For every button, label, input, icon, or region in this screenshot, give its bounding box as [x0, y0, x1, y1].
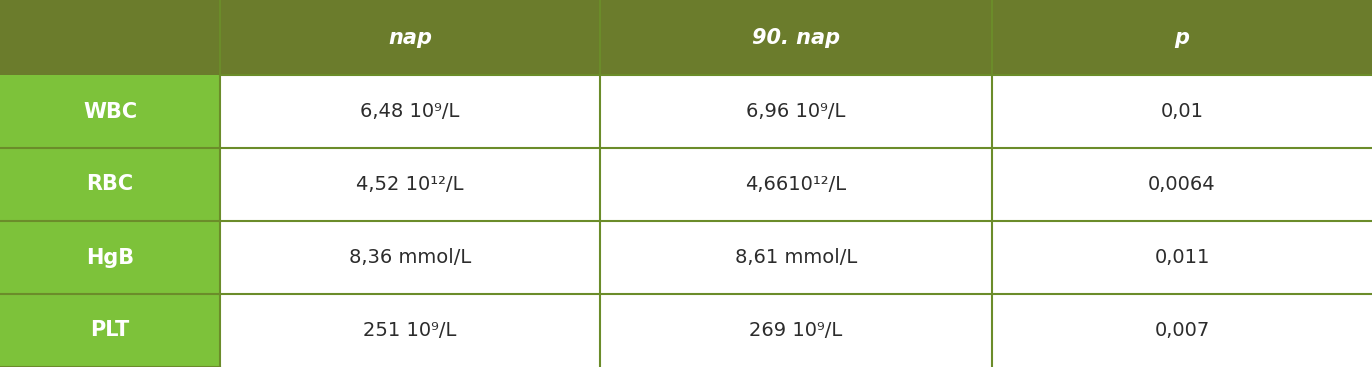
Bar [992, 294, 1372, 367]
Bar [220, 148, 600, 221]
Bar [0, 148, 220, 221]
Text: nap: nap [388, 28, 432, 47]
Bar [992, 221, 1372, 294]
Bar [992, 148, 1372, 221]
Text: 0,007: 0,007 [1154, 321, 1210, 340]
Text: 0,0064: 0,0064 [1148, 175, 1216, 194]
Bar [600, 221, 992, 294]
Bar [220, 75, 600, 148]
Text: 269 10⁹/L: 269 10⁹/L [749, 321, 842, 340]
Text: 6,96 10⁹/L: 6,96 10⁹/L [746, 102, 845, 121]
Text: PLT: PLT [91, 320, 129, 341]
Bar [0, 0, 220, 75]
Text: 4,52 10¹²/L: 4,52 10¹²/L [357, 175, 464, 194]
Text: 251 10⁹/L: 251 10⁹/L [364, 321, 457, 340]
Bar [0, 294, 220, 367]
Bar [600, 148, 992, 221]
Bar [0, 221, 220, 294]
Bar [220, 221, 600, 294]
Text: 8,36 mmol/L: 8,36 mmol/L [348, 248, 471, 267]
Text: 0,011: 0,011 [1154, 248, 1210, 267]
Text: 90. nap: 90. nap [752, 28, 840, 47]
Text: 8,61 mmol/L: 8,61 mmol/L [735, 248, 858, 267]
Text: 0,01: 0,01 [1161, 102, 1203, 121]
Bar [992, 75, 1372, 148]
Text: WBC: WBC [82, 102, 137, 121]
Bar [992, 0, 1372, 75]
Bar [600, 294, 992, 367]
Text: p: p [1174, 28, 1190, 47]
Text: HgB: HgB [86, 247, 134, 268]
Bar [220, 0, 600, 75]
Text: RBC: RBC [86, 174, 133, 195]
Bar [220, 294, 600, 367]
Bar [600, 0, 992, 75]
Bar [600, 75, 992, 148]
Bar [0, 75, 220, 148]
Text: 4,6610¹²/L: 4,6610¹²/L [745, 175, 847, 194]
Text: 6,48 10⁹/L: 6,48 10⁹/L [361, 102, 460, 121]
